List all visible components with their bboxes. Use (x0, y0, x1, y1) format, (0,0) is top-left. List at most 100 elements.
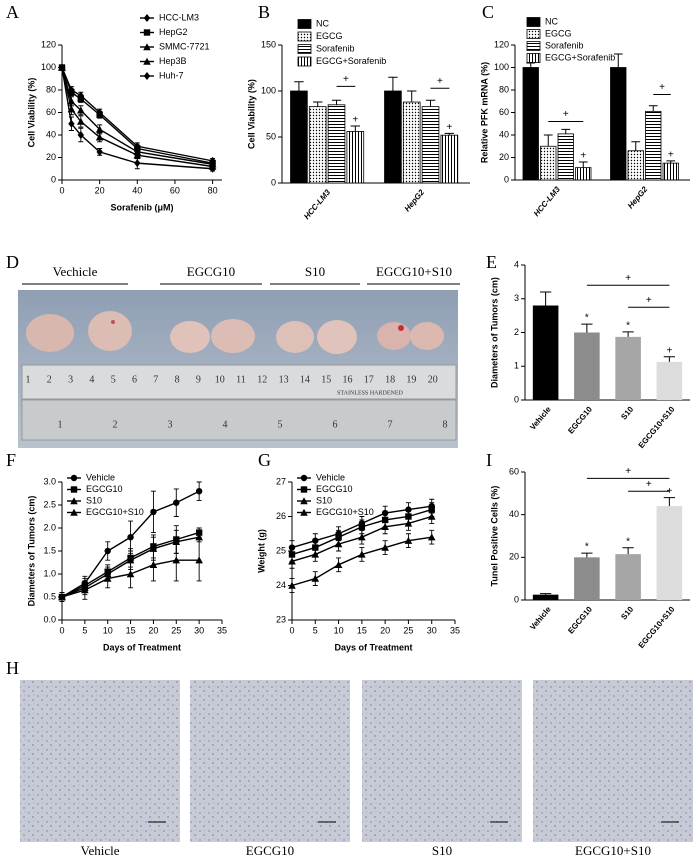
x-tick-label: 25 (171, 625, 181, 635)
significance-mark: * (626, 536, 630, 547)
x-tick-label: HCC-LM3 (302, 187, 332, 221)
x-tick-label: Vehicle (528, 404, 553, 431)
legend-label: EGCG+Sorafenib (316, 56, 386, 66)
error-bar (425, 99, 436, 107)
y-tick-label: 1 (514, 361, 519, 371)
legend-label: Sorafenib (545, 40, 584, 50)
ruler-number: 14 (300, 374, 310, 385)
bar (440, 134, 459, 184)
legend-swatch (297, 31, 312, 42)
marker (58, 63, 66, 72)
chart: 0 1 2 3 4 Diameters of Tumors (cm) E * * + + + Vehic… (486, 252, 690, 450)
ruler-number: 3 (168, 419, 173, 430)
error-bar (613, 53, 623, 68)
legend-label: EGCG (545, 28, 572, 38)
image-label: EGCG10 (246, 843, 294, 858)
x-tick-label: 0 (59, 625, 64, 635)
chart: 0 20 40 60 Tunel Positive Cells (%) I * * + + + Veh… (486, 450, 690, 650)
y-tick-label: 20 (499, 152, 509, 162)
bar (402, 101, 421, 184)
significance-mark: + (666, 486, 672, 497)
error-bar (561, 128, 571, 134)
panel-letter: G (258, 450, 271, 470)
marker (300, 474, 308, 482)
x-tick-label: EGCG10+S10 (637, 604, 677, 650)
error-bar (543, 134, 553, 147)
marker (311, 574, 320, 582)
bar (615, 554, 641, 600)
histology-image (533, 680, 693, 842)
bar (346, 131, 365, 184)
legend-label: EGCG+Sorafenib (545, 52, 615, 62)
legend-label: Vehicle (86, 472, 115, 482)
legend-label: Vehicle (316, 472, 345, 482)
marker (427, 512, 436, 520)
x-tick-label: EGCG10 (566, 604, 594, 635)
bracket-label: + (563, 109, 569, 120)
y-tick-label: 40 (499, 129, 509, 139)
y-tick-label: 1.0 (43, 568, 56, 578)
histology-image (20, 680, 180, 842)
x-tick-label: 35 (450, 625, 460, 635)
marker (358, 550, 366, 558)
ruler-number: 19 (406, 374, 416, 385)
x-tick-label: 25 (403, 625, 413, 635)
y-tick-label: 0.0 (43, 614, 56, 624)
x-tick-label: 20 (95, 185, 105, 195)
marker (143, 43, 151, 51)
y-tick-label: 24 (276, 580, 286, 590)
bracket-label: + (343, 74, 349, 85)
marker (143, 57, 151, 65)
marker (143, 14, 151, 22)
error-bar (666, 160, 676, 164)
y-tick-label: 20 (46, 152, 56, 162)
y-axis-title: Cell Viability (%) (246, 79, 256, 149)
x-tick-label: 20 (380, 625, 390, 635)
marker (70, 486, 78, 493)
legend-label: EGCG10 (316, 484, 353, 494)
y-tick-label: 0 (51, 174, 56, 184)
error-bar (350, 125, 361, 132)
x-tick-label: 15 (126, 625, 136, 635)
ruler-bottom (21, 399, 457, 441)
y-tick-label: 4 (514, 259, 519, 269)
bar (610, 67, 627, 181)
marker (334, 561, 343, 568)
ruler-number: 17 (364, 374, 374, 385)
error-bar (622, 331, 634, 337)
panel-letter: B (258, 2, 270, 22)
marker (404, 519, 413, 527)
marker (143, 29, 151, 36)
ruler-number: 10 (215, 374, 225, 385)
ruler-number: 4 (223, 419, 228, 430)
marker (127, 534, 134, 541)
legend-label: EGCG10 (86, 484, 123, 494)
y-tick-label: 27 (276, 476, 286, 486)
marker (358, 523, 366, 531)
error-bar (294, 81, 304, 91)
marker (104, 547, 111, 555)
y-tick-label: 0 (514, 594, 519, 604)
marker (77, 106, 85, 114)
ruler-number: 9 (196, 374, 201, 385)
group-label: EGCG10 (187, 264, 235, 279)
histology-image (190, 680, 350, 842)
legend-label: EGCG10+S10 (316, 507, 374, 517)
ruler-top (21, 364, 457, 400)
ruler-number: 6 (132, 374, 137, 385)
x-tick-label: Vehicle (528, 604, 553, 631)
legend-label: NC (316, 18, 329, 28)
x-tick-label: 0 (59, 185, 64, 195)
chart: 0 20 40 60 80 100 120 Relative PFK mRNA (%) C NC E… (479, 2, 690, 218)
group-label: S10 (305, 264, 325, 279)
panel-letter: H (6, 658, 19, 678)
bar (662, 162, 679, 181)
error-bar (622, 547, 634, 555)
error-bar (663, 497, 676, 507)
significance-mark: + (352, 115, 358, 126)
y-tick-label: 60 (499, 107, 509, 117)
x-tick-label: 35 (217, 625, 227, 635)
marker (58, 593, 66, 601)
error-bar (578, 161, 588, 168)
